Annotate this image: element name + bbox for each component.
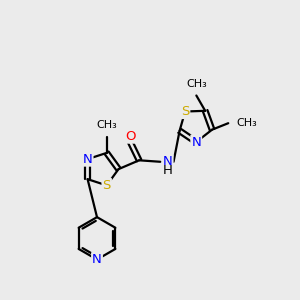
Text: N: N <box>163 155 172 168</box>
Text: S: S <box>103 179 111 192</box>
Text: CH₃: CH₃ <box>96 120 117 130</box>
Text: O: O <box>125 130 136 143</box>
Text: N: N <box>83 153 92 166</box>
Text: H: H <box>163 164 172 177</box>
Text: CH₃: CH₃ <box>186 79 207 89</box>
Text: N: N <box>92 253 102 266</box>
Text: CH₃: CH₃ <box>236 118 257 128</box>
Text: S: S <box>181 105 189 118</box>
Text: N: N <box>191 136 201 148</box>
